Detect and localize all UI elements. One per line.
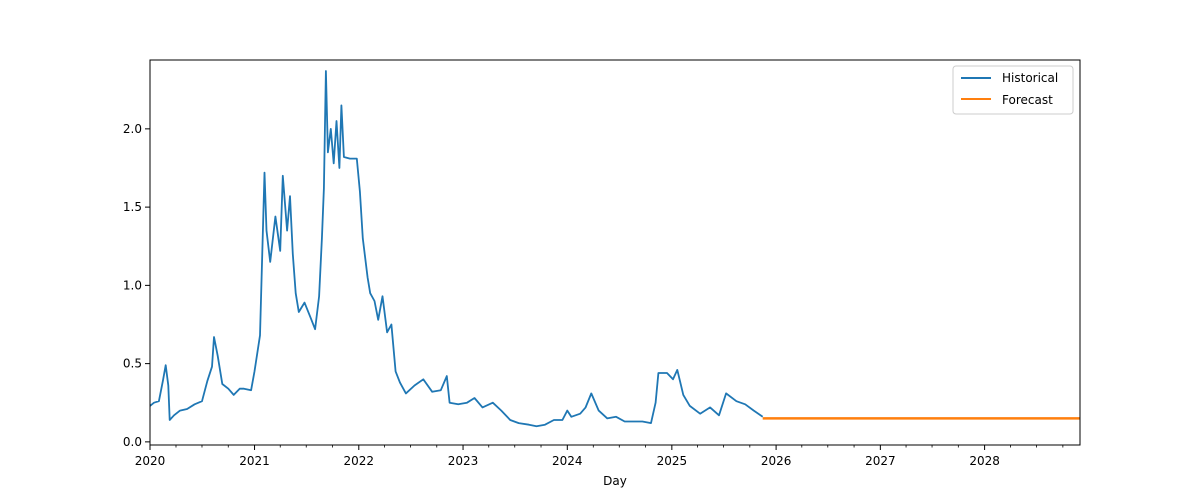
series-line-historical bbox=[149, 70, 764, 428]
plot-frame bbox=[149, 59, 1081, 446]
y-tick-label: 0.0 bbox=[123, 435, 142, 449]
y-tick-label: 2.0 bbox=[123, 122, 142, 136]
x-tick-label: 2020 bbox=[135, 454, 166, 468]
y-tick-label: 1.0 bbox=[123, 278, 142, 292]
y-tick-label: 1.5 bbox=[123, 200, 142, 214]
x-tick-label: 2023 bbox=[448, 454, 479, 468]
x-axis: 2020 2021 2022 2023 2024 2025 2026 2027 2028 bbox=[135, 445, 1064, 468]
x-tick-label: 2025 bbox=[657, 454, 688, 468]
x-tick-label: 2021 bbox=[239, 454, 270, 468]
y-axis: 0.0 0.5 1.0 1.5 2.0 bbox=[123, 122, 150, 449]
plot-area bbox=[149, 59, 1081, 446]
x-tick-label: 2022 bbox=[344, 454, 375, 468]
x-tick-label: 2027 bbox=[865, 454, 896, 468]
x-tick-label: 2024 bbox=[552, 454, 583, 468]
legend: Historical Forecast bbox=[952, 65, 1074, 115]
x-axis-title: Day bbox=[603, 474, 627, 488]
x-tick-label: 2028 bbox=[969, 454, 1000, 468]
legend-label-forecast: Forecast bbox=[1002, 93, 1053, 107]
x-tick-label: 2026 bbox=[761, 454, 792, 468]
y-tick-label: 0.5 bbox=[123, 357, 142, 371]
legend-label-historical: Historical bbox=[1002, 71, 1058, 85]
series-layer bbox=[149, 70, 1080, 428]
